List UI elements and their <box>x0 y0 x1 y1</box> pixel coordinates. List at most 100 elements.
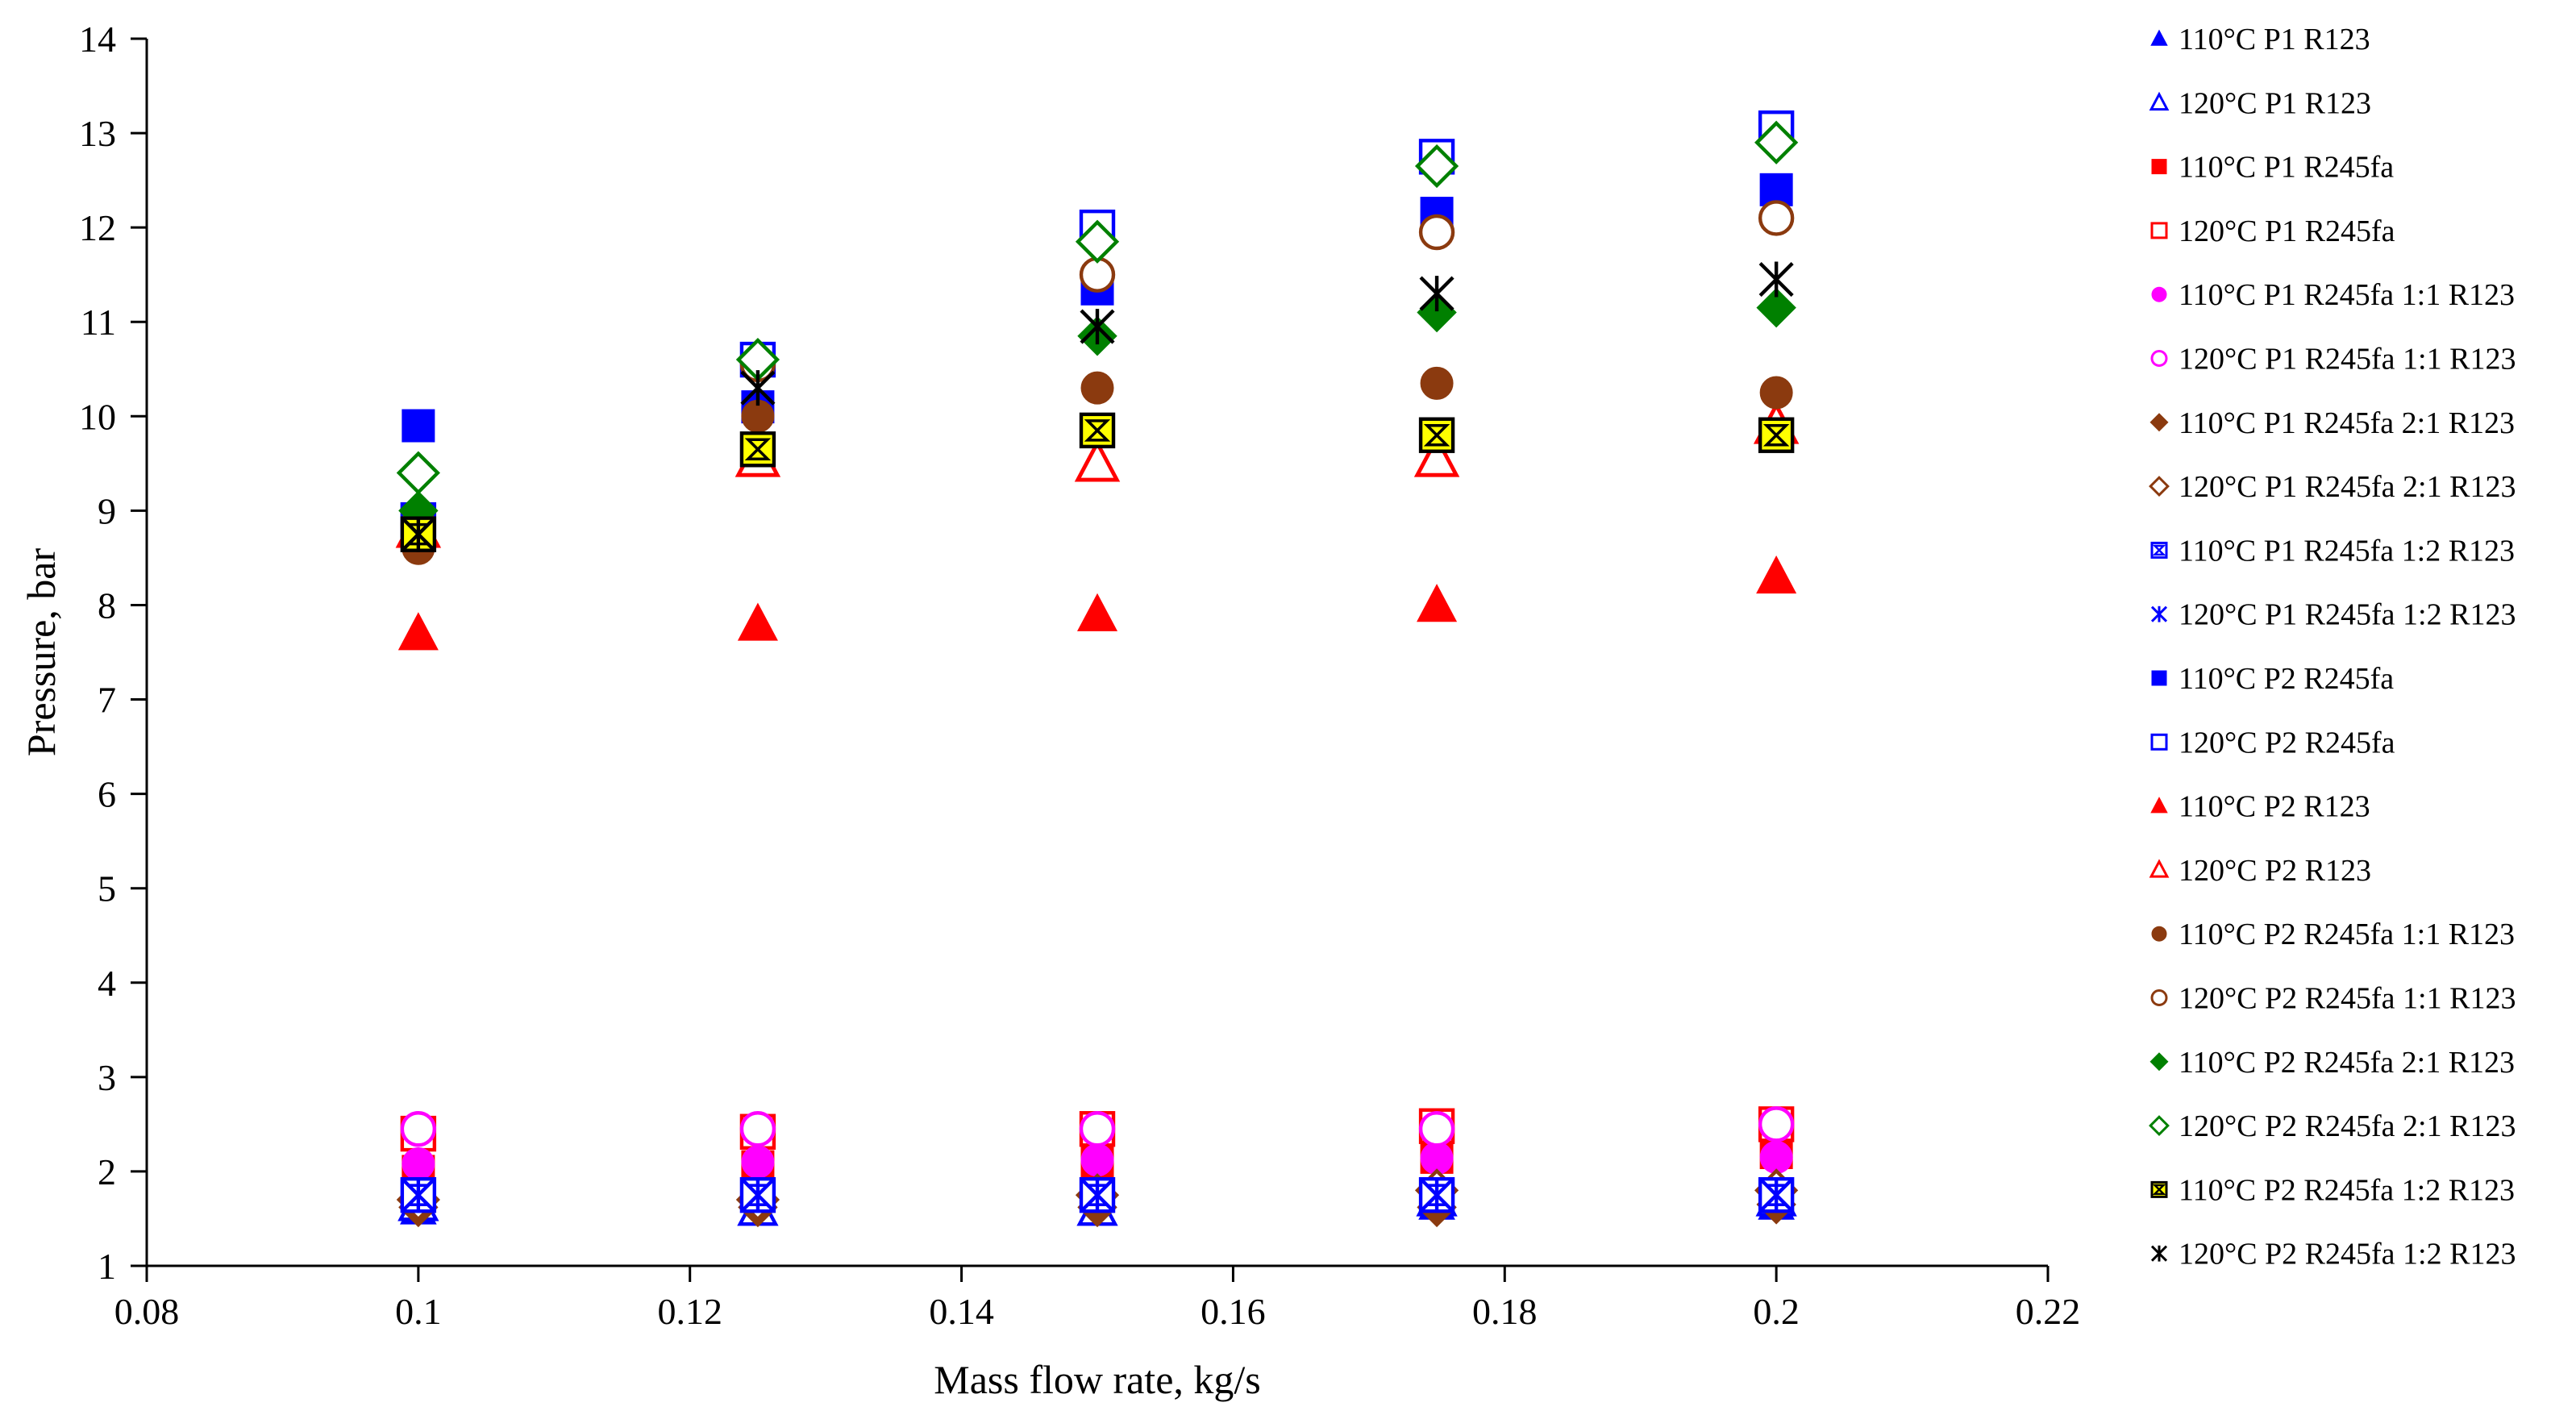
legend-marker <box>2149 1052 2169 1072</box>
y-tick-label: 3 <box>98 1057 116 1098</box>
data-point-glyph <box>1762 423 1790 447</box>
data-point <box>1079 1111 1116 1147</box>
legend-label: 120°C P2 R123 <box>2179 854 2371 888</box>
data-point <box>739 431 776 468</box>
data-point <box>1413 434 1460 477</box>
y-tick-label: 2 <box>98 1151 116 1192</box>
legend-marker <box>2150 1180 2168 1198</box>
legend-marker <box>2151 286 2167 302</box>
data-point <box>1074 439 1121 482</box>
series-20 <box>401 261 1794 552</box>
legend-marker <box>2151 926 2167 942</box>
y-tick-label: 5 <box>98 868 116 909</box>
legend-label: 120°C P2 R245fa 1:1 R123 <box>2179 982 2516 1016</box>
data-point <box>1080 1143 1114 1177</box>
legend-marker <box>2150 222 2168 239</box>
data-point <box>1756 555 1797 594</box>
data-point-glyph <box>1423 423 1450 447</box>
legend-label: 110°C P2 R245fa 1:2 R123 <box>2179 1173 2515 1207</box>
data-point <box>1076 593 1118 631</box>
legend-entry-19: 110°C P2 R245fa 1:2 R123 <box>2150 1173 2515 1207</box>
legend-marker <box>2150 1245 2168 1262</box>
legend-entry-6: 120°C P1 R245fa 1:1 R123 <box>2150 343 2516 377</box>
data-point <box>1420 366 1454 400</box>
legend-label: 110°C P2 R123 <box>2179 790 2370 824</box>
y-tick-label: 8 <box>98 585 116 626</box>
legend-marker-glyph <box>2152 544 2166 556</box>
legend-label: 120°C P1 R245fa 2:1 R123 <box>2179 470 2516 504</box>
x-tick-label: 0.12 <box>657 1291 722 1332</box>
x-tick-label: 0.22 <box>2016 1291 2081 1332</box>
data-point <box>1754 120 1799 164</box>
legend-entry-10: 120°C P1 R245fa 1:2 R123 <box>2150 598 2516 632</box>
legend-label: 110°C P1 R245fa 2:1 R123 <box>2179 406 2515 440</box>
data-point <box>1080 1177 1115 1213</box>
legend-marker-glyph <box>2152 1184 2166 1196</box>
legend-entry-7: 110°C P1 R245fa 2:1 R123 <box>2149 406 2515 440</box>
x-tick-label: 0.2 <box>1753 1291 1800 1332</box>
legend-label: 110°C P1 R123 <box>2179 23 2370 56</box>
legend-marker <box>2149 859 2170 878</box>
data-point <box>1419 276 1454 312</box>
legend-label: 110°C P2 R245fa 2:1 R123 <box>2179 1046 2515 1080</box>
x-tick-label: 0.1 <box>395 1291 442 1332</box>
legend-label: 120°C P2 R245fa 1:2 R123 <box>2179 1238 2516 1271</box>
legend-entry-18: 120°C P2 R245fa 2:1 R123 <box>2149 1109 2516 1143</box>
legend-label: 110°C P1 R245fa <box>2179 151 2394 185</box>
legend-label: 120°C P1 R123 <box>2179 86 2371 120</box>
legend-marker <box>2149 91 2170 111</box>
data-point <box>396 451 440 495</box>
legend-marker <box>2149 1115 2170 1137</box>
data-point <box>402 409 435 443</box>
legend-marker <box>2150 989 2168 1006</box>
data-point <box>1758 200 1795 236</box>
x-tick-label: 0.18 <box>1472 1291 1538 1332</box>
data-point <box>740 370 776 406</box>
data-point <box>1414 144 1459 189</box>
series-10 <box>401 1177 1794 1213</box>
legend-label: 110°C P2 R245fa 1:1 R123 <box>2179 918 2515 951</box>
x-tick-label: 0.16 <box>1201 1291 1266 1332</box>
legend-label: 120°C P2 R245fa 2:1 R123 <box>2179 1109 2516 1143</box>
data-point <box>1418 417 1455 453</box>
data-point <box>1080 309 1115 345</box>
data-point <box>1418 1111 1455 1147</box>
series-5 <box>402 1140 1793 1181</box>
y-axis-title: Pressure, bar <box>19 548 64 757</box>
legend-entry-16: 120°C P2 R245fa 1:1 R123 <box>2150 982 2516 1016</box>
legend-label: 120°C P2 R245fa <box>2179 726 2395 760</box>
legend-marker <box>2150 797 2168 814</box>
data-point-glyph <box>744 438 772 461</box>
data-point <box>402 1147 435 1181</box>
y-tick-label: 10 <box>79 396 116 437</box>
data-point <box>740 1177 776 1213</box>
legend-entry-14: 120°C P2 R123 <box>2149 854 2371 888</box>
legend-marker <box>2149 476 2170 497</box>
data-point <box>737 602 778 641</box>
legend-marker <box>2150 733 2168 751</box>
y-tick-label: 11 <box>81 302 116 343</box>
legend-marker <box>2151 159 2167 175</box>
data-point <box>1080 371 1114 405</box>
data-point-glyph <box>1084 419 1111 442</box>
series-6 <box>400 1106 1795 1147</box>
data-point <box>1758 417 1795 453</box>
data-point <box>1758 1177 1794 1213</box>
legend-label: 120°C P1 R245fa 1:1 R123 <box>2179 343 2516 377</box>
data-point <box>1075 219 1120 264</box>
data-point <box>1419 1177 1454 1213</box>
data-point <box>739 1111 776 1147</box>
legend-label: 110°C P1 R245fa 1:2 R123 <box>2179 534 2515 568</box>
data-point <box>1758 1106 1795 1142</box>
legend-entry-9: 110°C P1 R245fa 1:2 R123 <box>2150 534 2515 568</box>
data-point <box>401 1177 436 1213</box>
y-tick-label: 9 <box>98 490 116 531</box>
legend-label: 120°C P1 R245fa 1:2 R123 <box>2179 598 2516 632</box>
data-point <box>401 516 436 552</box>
legend-entry-2: 120°C P1 R123 <box>2149 86 2371 120</box>
data-point <box>1417 584 1458 622</box>
legend-label: 110°C P1 R245fa 1:1 R123 <box>2179 278 2515 312</box>
legend-marker <box>2150 606 2168 622</box>
x-tick-label: 0.14 <box>929 1291 994 1332</box>
